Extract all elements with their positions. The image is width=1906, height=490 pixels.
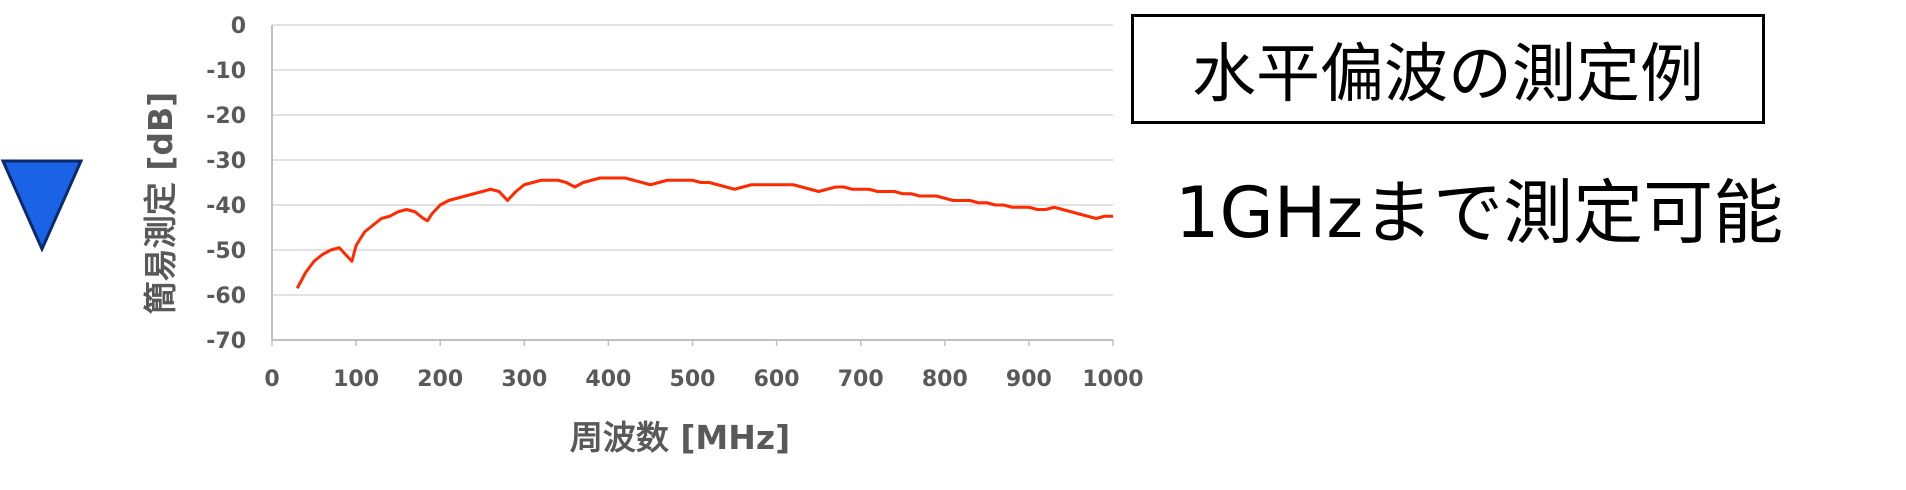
series-layer [295, 176, 1113, 289]
x-tick-label: 400 [585, 367, 631, 392]
x-tick-labels: 0 100 200 300 400 500 600 700 800 900 1000 [264, 367, 1143, 392]
y-axis-title: 簡易測定 [dB] [141, 92, 180, 314]
series-line [295, 176, 1113, 289]
x-tick-label: 900 [1006, 367, 1052, 392]
y-tick-label: -60 [206, 284, 246, 309]
y-tick-label: -50 [206, 239, 246, 264]
y-tick-label: -40 [206, 194, 246, 219]
y-tick-label: -70 [206, 329, 246, 354]
measurement-title-box: 水平偏波の測定例 [1131, 14, 1765, 124]
frequency-note: 1GHzまで測定可能 [1175, 172, 1784, 254]
x-tick-label: 800 [922, 367, 968, 392]
x-tick-label: 1000 [1082, 367, 1143, 392]
y-tick-label: 0 [231, 14, 246, 39]
y-tick-label: -10 [206, 59, 246, 84]
x-axis-title: 周波数 [MHz] [570, 418, 790, 457]
y-tick-labels: 0 -10 -20 -30 -40 -50 -60 -70 [206, 14, 246, 354]
x-tick-label: 0 [264, 367, 279, 392]
blue-down-triangle-icon [0, 159, 84, 252]
x-tick-label: 600 [754, 367, 800, 392]
x-tick-label: 200 [417, 367, 463, 392]
y-tick-label: -20 [206, 104, 246, 129]
x-tick-label: 700 [838, 367, 884, 392]
measurement-title: 水平偏波の測定例 [1192, 38, 1704, 112]
x-tick-label: 300 [501, 367, 547, 392]
grid-lines [271, 24, 1114, 346]
y-tick-label: -30 [206, 149, 246, 174]
x-tick-label: 100 [333, 367, 379, 392]
x-tick-label: 500 [670, 367, 716, 392]
